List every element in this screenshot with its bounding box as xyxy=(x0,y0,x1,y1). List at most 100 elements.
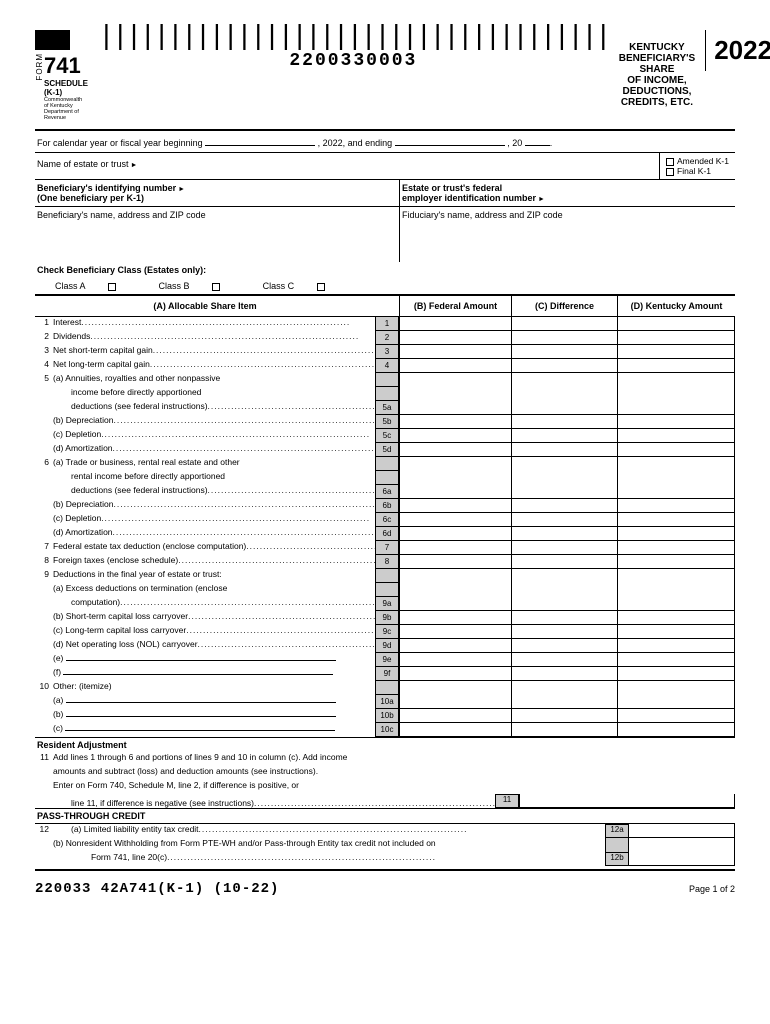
difference-amount[interactable] xyxy=(511,317,617,331)
kentucky-amount[interactable] xyxy=(617,527,735,541)
kentucky-amount[interactable] xyxy=(617,443,735,457)
difference-amount[interactable] xyxy=(511,401,617,415)
cal-begin-input[interactable] xyxy=(205,145,315,146)
beneficiary-id-header: Beneficiary's identifying number (One be… xyxy=(35,180,399,206)
federal-amount[interactable] xyxy=(399,359,511,373)
difference-amount[interactable] xyxy=(511,639,617,653)
federal-amount[interactable] xyxy=(399,429,511,443)
kentucky-amount[interactable] xyxy=(617,317,735,331)
federal-amount[interactable] xyxy=(399,527,511,541)
kentucky-amount[interactable] xyxy=(617,513,735,527)
final-checkbox[interactable] xyxy=(666,168,674,176)
class-a-checkbox[interactable] xyxy=(108,283,116,291)
difference-amount[interactable] xyxy=(511,625,617,639)
difference-amount[interactable] xyxy=(511,331,617,345)
difference-amount[interactable] xyxy=(511,499,617,513)
federal-amount xyxy=(399,583,511,597)
federal-amount[interactable] xyxy=(399,513,511,527)
difference-amount[interactable] xyxy=(511,415,617,429)
difference-amount[interactable] xyxy=(511,695,617,709)
kentucky-amount[interactable] xyxy=(617,331,735,345)
line-text: (f) xyxy=(53,667,375,681)
difference-amount[interactable] xyxy=(511,723,617,737)
line-number: 5 xyxy=(35,373,53,387)
line-box: 9c xyxy=(375,625,399,639)
pass-through-header: PASS-THROUGH CREDIT xyxy=(35,808,735,824)
federal-amount[interactable] xyxy=(399,625,511,639)
kentucky-amount[interactable] xyxy=(617,555,735,569)
kentucky-amount[interactable] xyxy=(617,541,735,555)
difference-amount[interactable] xyxy=(511,527,617,541)
kentucky-amount[interactable] xyxy=(617,667,735,681)
federal-amount[interactable] xyxy=(399,597,511,611)
line-number: 8 xyxy=(35,555,53,569)
difference-amount[interactable] xyxy=(511,611,617,625)
line-box: 9d xyxy=(375,639,399,653)
line12a-amount[interactable] xyxy=(629,824,735,838)
line-number xyxy=(35,443,53,457)
line-number: 4 xyxy=(35,359,53,373)
line-text: Foreign taxes (enclose schedule) xyxy=(53,555,375,569)
federal-amount[interactable] xyxy=(399,667,511,681)
kentucky-amount[interactable] xyxy=(617,653,735,667)
difference-amount[interactable] xyxy=(511,653,617,667)
federal-amount[interactable] xyxy=(399,443,511,457)
kentucky-amount[interactable] xyxy=(617,709,735,723)
line-text: Dividends xyxy=(53,331,375,345)
line-number xyxy=(35,429,53,443)
difference-amount[interactable] xyxy=(511,359,617,373)
kentucky-amount[interactable] xyxy=(617,429,735,443)
federal-amount[interactable] xyxy=(399,499,511,513)
difference-amount[interactable] xyxy=(511,555,617,569)
kentucky-amount[interactable] xyxy=(617,625,735,639)
kentucky-amount[interactable] xyxy=(617,345,735,359)
difference-amount[interactable] xyxy=(511,709,617,723)
cal-year-suffix[interactable] xyxy=(525,145,550,146)
kentucky-amount[interactable] xyxy=(617,401,735,415)
cal-end-input[interactable] xyxy=(395,145,505,146)
class-b-checkbox[interactable] xyxy=(212,283,220,291)
kentucky-amount[interactable] xyxy=(617,639,735,653)
difference-amount[interactable] xyxy=(511,513,617,527)
federal-amount[interactable] xyxy=(399,695,511,709)
kentucky-amount[interactable] xyxy=(617,723,735,737)
federal-amount xyxy=(399,471,511,485)
federal-amount[interactable] xyxy=(399,611,511,625)
line-number: 3 xyxy=(35,345,53,359)
kentucky-amount[interactable] xyxy=(617,695,735,709)
difference-amount xyxy=(511,373,617,387)
federal-amount[interactable] xyxy=(399,345,511,359)
difference-amount[interactable] xyxy=(511,667,617,681)
federal-amount[interactable] xyxy=(399,555,511,569)
difference-amount[interactable] xyxy=(511,485,617,499)
federal-amount[interactable] xyxy=(399,709,511,723)
kentucky-amount[interactable] xyxy=(617,597,735,611)
kentucky-amount[interactable] xyxy=(617,485,735,499)
kentucky-amount[interactable] xyxy=(617,415,735,429)
line-text: (d) Amortization xyxy=(53,443,375,457)
federal-amount[interactable] xyxy=(399,317,511,331)
difference-amount[interactable] xyxy=(511,443,617,457)
difference-amount[interactable] xyxy=(511,597,617,611)
class-c-checkbox[interactable] xyxy=(317,283,325,291)
federal-amount[interactable] xyxy=(399,401,511,415)
federal-amount[interactable] xyxy=(399,415,511,429)
federal-amount[interactable] xyxy=(399,485,511,499)
kentucky-amount[interactable] xyxy=(617,359,735,373)
line-text: (c) xyxy=(53,723,375,737)
federal-amount[interactable] xyxy=(399,541,511,555)
line-text: Net long-term capital gain xyxy=(53,359,375,373)
line-number xyxy=(35,401,53,415)
kentucky-amount[interactable] xyxy=(617,499,735,513)
federal-amount[interactable] xyxy=(399,723,511,737)
kentucky-amount[interactable] xyxy=(617,611,735,625)
federal-amount[interactable] xyxy=(399,653,511,667)
line12b-amount[interactable] xyxy=(629,852,735,866)
line11-amount[interactable] xyxy=(519,794,735,808)
amended-checkbox[interactable] xyxy=(666,158,674,166)
difference-amount[interactable] xyxy=(511,541,617,555)
difference-amount[interactable] xyxy=(511,429,617,443)
difference-amount[interactable] xyxy=(511,345,617,359)
federal-amount[interactable] xyxy=(399,639,511,653)
federal-amount[interactable] xyxy=(399,331,511,345)
